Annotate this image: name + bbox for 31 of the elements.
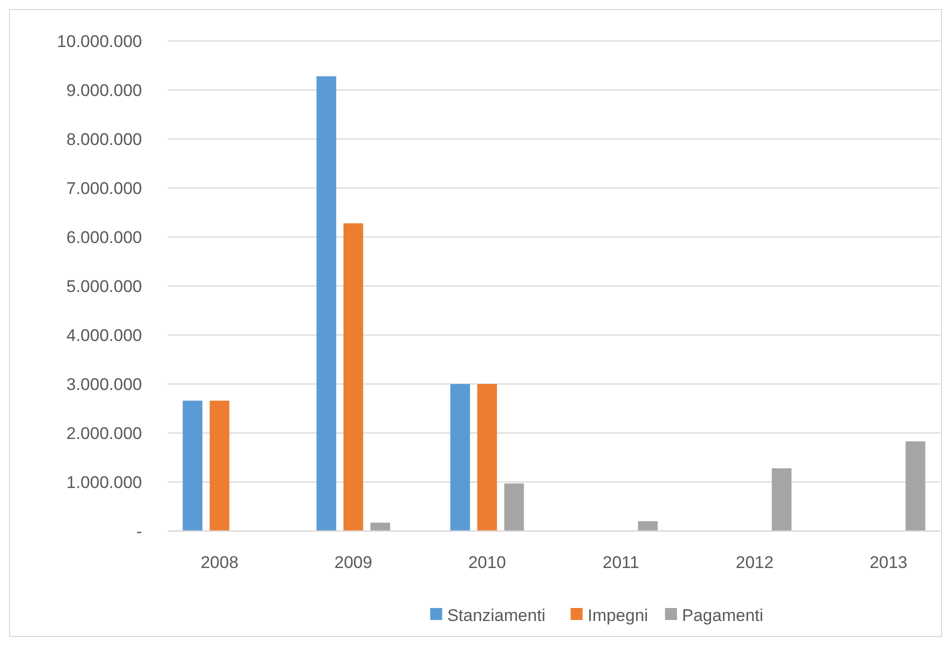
y-tick-label: 4.000.000 [66,326,142,345]
bar [343,223,364,531]
y-tick-label: 2.000.000 [66,424,142,443]
y-tick-label: 6.000.000 [66,228,142,247]
x-tick-label: 2009 [334,553,372,572]
x-tick-label: 2008 [200,553,238,572]
y-tick-label: 3.000.000 [66,374,142,394]
bar [477,384,497,531]
bar [772,468,792,531]
bar [210,400,230,531]
x-tick-label: 2012 [736,553,774,572]
legend-label: Stanziamenti [447,606,546,625]
x-tick-label: 2013 [870,553,908,572]
y-tick-label: 1.000.000 [66,472,142,492]
bar [450,384,470,531]
y-tick-label: 10.000.000 [56,32,142,51]
y-tick-label: 9.000.000 [66,80,142,100]
x-tick-label: 2011 [602,553,640,572]
legend-label: Pagamenti [682,606,764,625]
y-tick-label: 5.000.000 [66,276,142,296]
bar [370,522,390,531]
y-tick-label: - [136,522,142,541]
bar [182,400,202,531]
bar [906,441,926,531]
bar [504,483,524,531]
legend-label: Impegni [588,606,648,625]
y-tick-label: 7.000.000 [66,178,142,198]
bar [316,76,336,531]
y-tick-label: 8.000.000 [66,130,142,149]
x-tick-label: 2010 [468,553,506,572]
bar [638,521,658,531]
